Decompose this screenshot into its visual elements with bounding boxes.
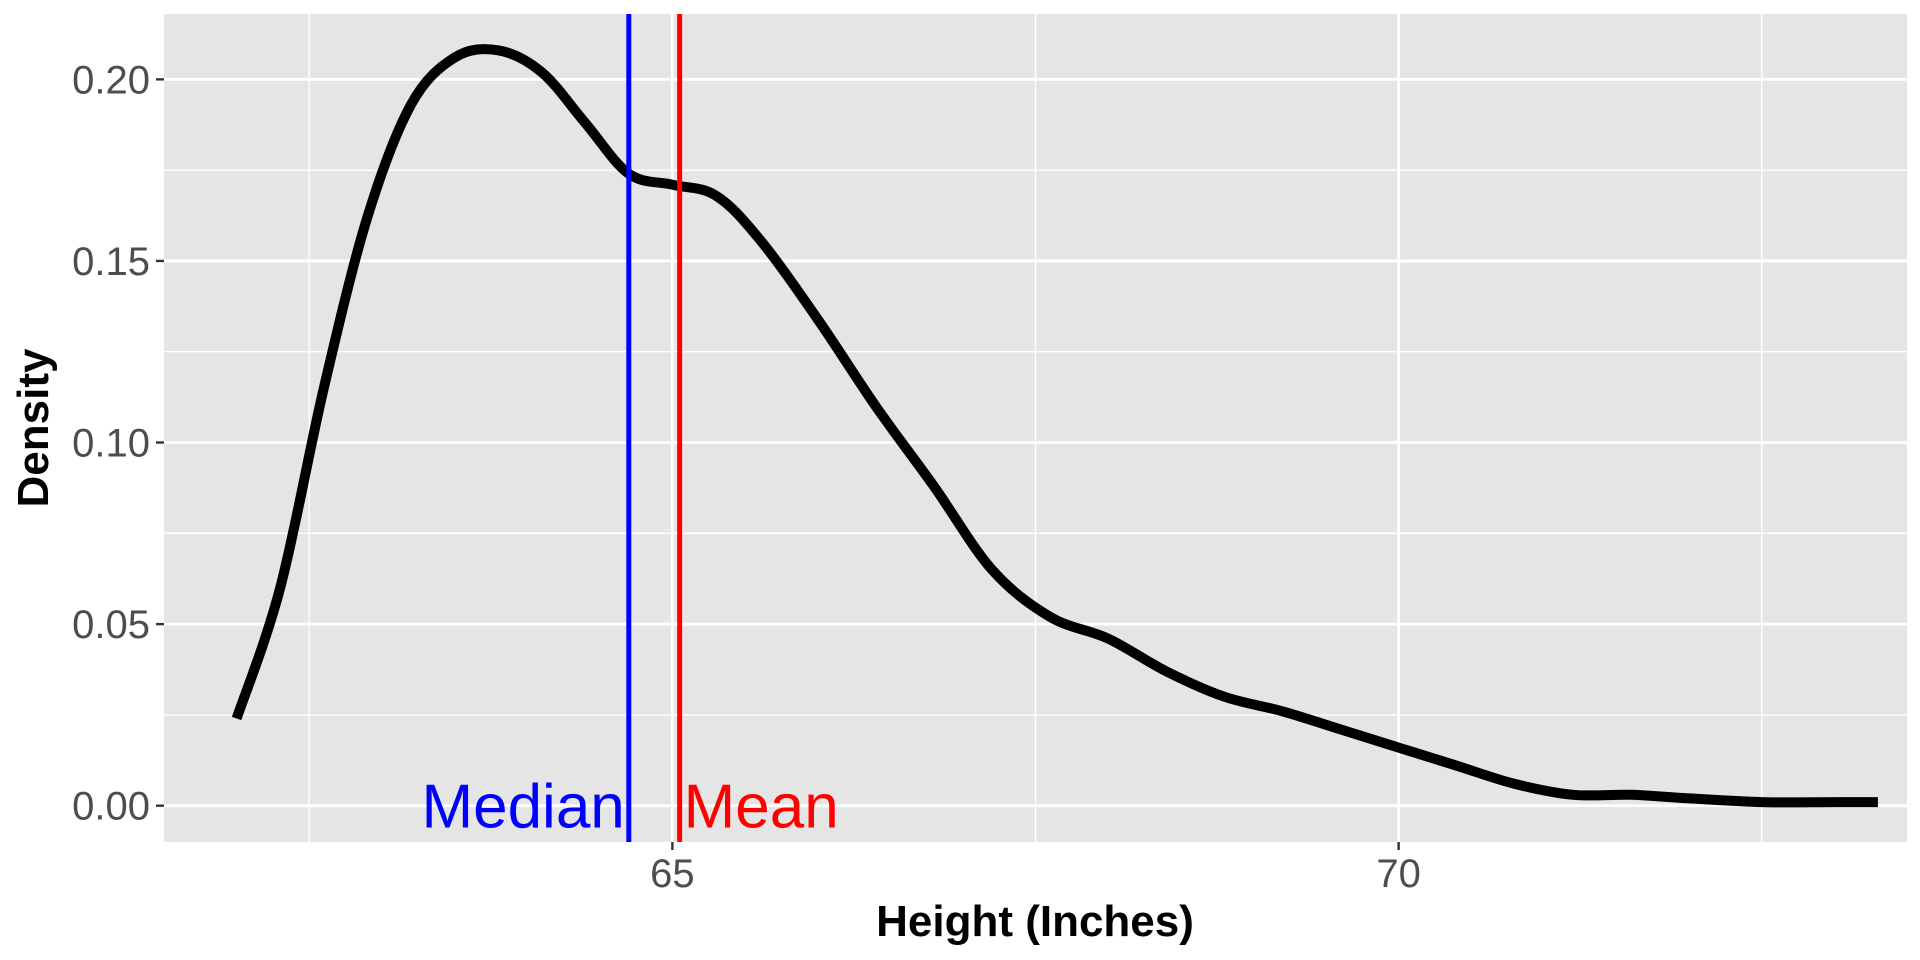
y-tick-labels: 0.00 0.05 0.10 0.15 0.20 [72, 58, 150, 828]
reference-lines: Median Mean [421, 14, 839, 842]
x-tick-label: 65 [650, 852, 695, 896]
y-tick-label: 0.00 [72, 785, 150, 829]
x-tick-label: 70 [1376, 852, 1421, 896]
mean-label: Mean [684, 773, 839, 842]
density-curve [231, 44, 1878, 808]
y-axis-title: Density [9, 348, 58, 507]
x-axis-title: Height (Inches) [876, 897, 1194, 946]
axis-ticks [156, 78, 1400, 850]
y-tick-label: 0.15 [72, 240, 150, 284]
minor-gridlines [164, 14, 1907, 842]
series-layer [231, 44, 1878, 808]
major-gridlines [164, 14, 1907, 842]
y-tick-label: 0.05 [72, 603, 150, 647]
x-tick-labels: 65 70 [650, 852, 1421, 896]
median-label: Median [421, 773, 624, 842]
y-tick-label: 0.10 [72, 422, 150, 466]
y-tick-label: 0.20 [72, 58, 150, 102]
